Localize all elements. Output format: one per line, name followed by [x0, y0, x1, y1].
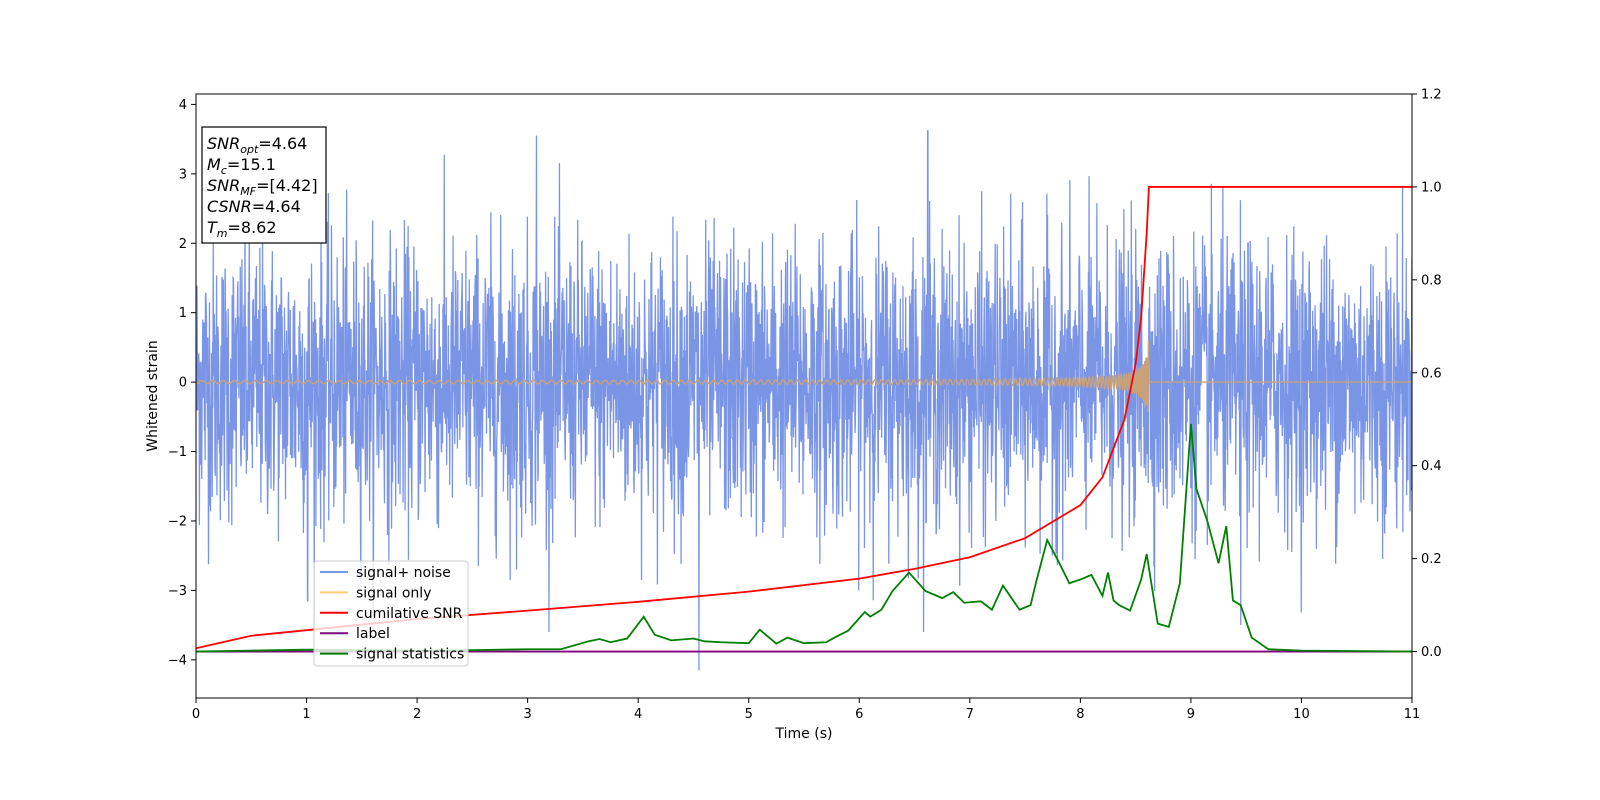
x-tick-label: 7 — [966, 707, 974, 722]
stats-line: SNRMF=[4.42] — [207, 176, 318, 198]
y-left-tick-label: 3 — [179, 167, 187, 182]
stats-line-base: SNR — [207, 176, 240, 195]
stats-line-value: =[4.42] — [256, 176, 318, 195]
x-axis-label: Time (s) — [775, 726, 833, 742]
y-left-tick-label: 4 — [179, 98, 187, 113]
y-right-tick-label: 0.8 — [1421, 273, 1442, 288]
stats-box: SNRopt=4.64Mc=15.1SNRMF=[4.42]CSNR=4.64T… — [201, 126, 327, 244]
plot-frame — [195, 93, 1413, 699]
y-left-tick-label: 2 — [179, 237, 187, 252]
y-axis-label: Whitened strain — [145, 340, 161, 451]
legend-label: label — [356, 626, 390, 642]
stats-line-value: =15.1 — [227, 155, 276, 174]
y-left-tick-label: 1 — [179, 306, 187, 321]
stats-line-subscript: MF — [240, 185, 256, 198]
y-left-tick-label: −2 — [168, 514, 187, 529]
x-tick-label: 1 — [302, 707, 310, 722]
stats-line: Mc=15.1 — [207, 155, 276, 177]
x-tick-label: 11 — [1404, 707, 1421, 722]
x-tick-label: 6 — [855, 707, 863, 722]
y-right-tick-label: 1.2 — [1421, 88, 1442, 103]
stats-line: SNRopt=4.64 — [207, 134, 307, 156]
series-signal-statistics-line — [196, 423, 1412, 653]
stats-line: Tm=8.62 — [207, 218, 277, 240]
y-left-tick-label: −1 — [168, 445, 187, 460]
y-left-tick-label: −4 — [168, 653, 187, 668]
stats-line-base: CSNR — [207, 197, 252, 216]
stats-box-frame — [201, 126, 327, 244]
stats-line-value: =4.64 — [252, 197, 301, 216]
y-left-tick-label: 0 — [179, 376, 187, 391]
x-tick-label: 0 — [192, 707, 200, 722]
y-right-tick-label: 0.6 — [1421, 366, 1442, 381]
legend-label: cumilative SNR — [356, 606, 463, 622]
stats-line-base: M — [207, 155, 221, 174]
y-right-tick-label: 0.4 — [1421, 459, 1442, 474]
axes-layer: 0 1 2 3 4 5 6 7 8 9 10 11 −4 −3 −2 −1 0 1 2 3 4 0.0 0.2 0.4 0.6 0… — [145, 88, 1442, 743]
legend-label: signal only — [356, 585, 431, 601]
stats-line-base: T — [207, 218, 218, 237]
stats-line: CSNR=4.64 — [207, 197, 301, 216]
x-tick-label: 5 — [745, 707, 753, 722]
series-signal-noise-line — [196, 130, 1412, 671]
legend-frame — [313, 560, 469, 667]
x-tick-label: 8 — [1076, 707, 1084, 722]
stats-line-subscript: m — [217, 227, 228, 240]
legend: signal+ noise signal only cumilative SNR la… — [313, 560, 469, 667]
stats-line-subscript: opt — [240, 143, 259, 156]
y-right-tick-label: 0.0 — [1421, 645, 1442, 660]
stats-line-value: =8.62 — [228, 218, 277, 237]
x-tick-label: 10 — [1293, 707, 1310, 722]
x-tick-label: 3 — [523, 707, 531, 722]
x-tick-label: 9 — [1187, 707, 1195, 722]
legend-label: signal statistics — [356, 647, 464, 663]
x-tick-label: 4 — [634, 707, 642, 722]
series-signal-only-line — [196, 340, 1412, 412]
stats-line-base: SNR — [207, 134, 240, 153]
y-left-tick-label: −3 — [168, 584, 187, 599]
y-right-tick-label: 1.0 — [1421, 180, 1442, 195]
y-right-tick-label: 0.2 — [1421, 552, 1442, 567]
stats-line-subscript: c — [221, 164, 227, 177]
legend-label: signal+ noise — [356, 565, 451, 581]
stats-line-value: =4.64 — [258, 134, 307, 153]
x-tick-label: 2 — [413, 707, 421, 722]
